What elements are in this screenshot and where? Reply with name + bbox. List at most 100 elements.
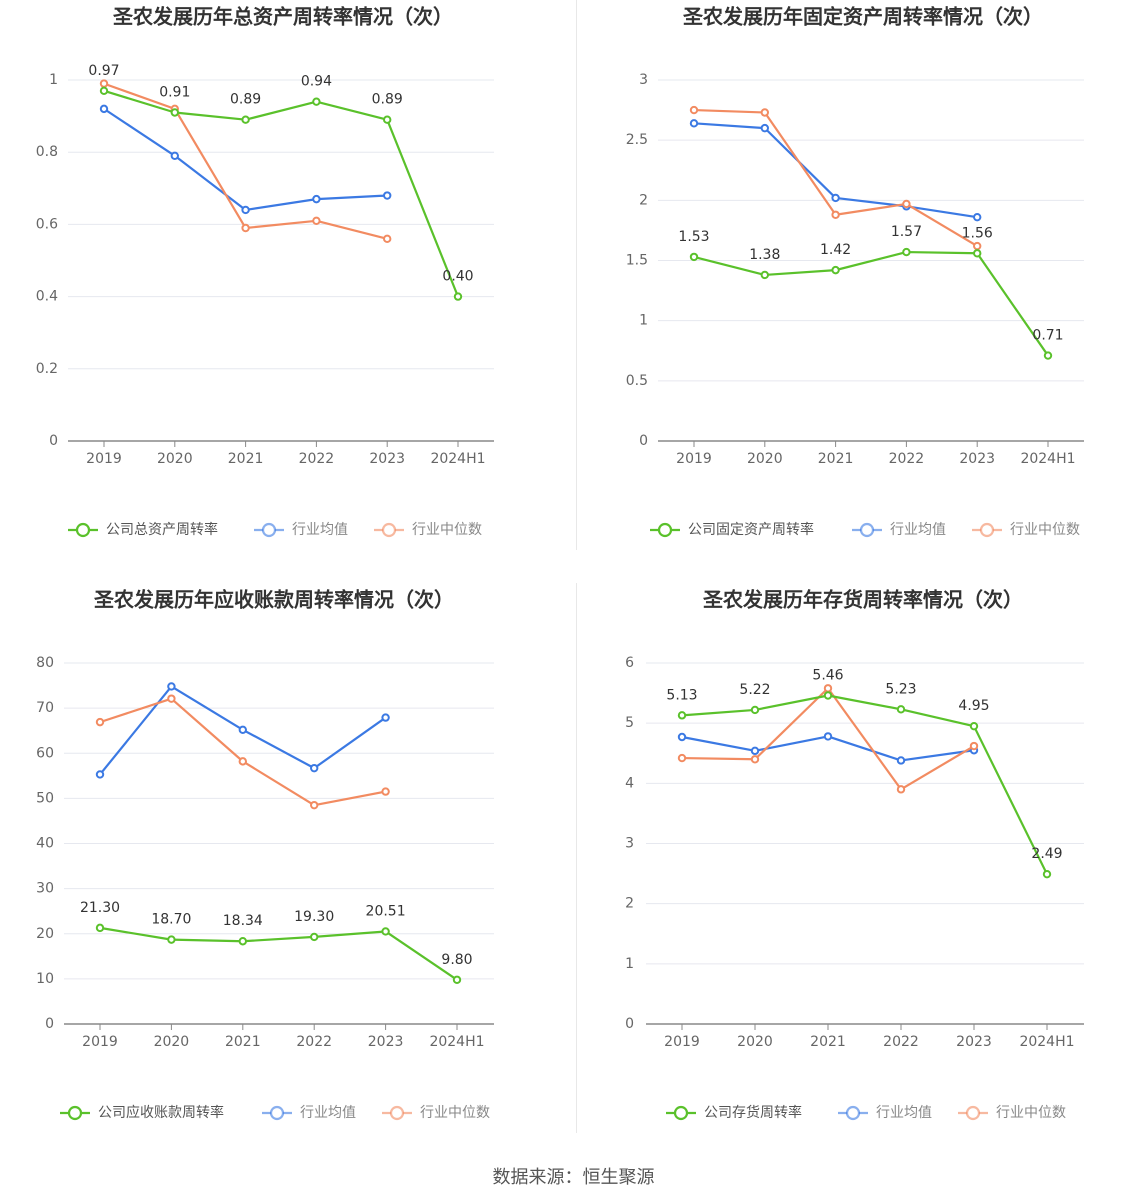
legend-marker — [673, 1105, 689, 1121]
legend-item-median[interactable]: 行业中位数 — [374, 522, 482, 538]
data-point-company[interactable] — [831, 265, 840, 275]
data-point-company[interactable] — [95, 923, 105, 933]
data-point-company[interactable] — [312, 97, 321, 106]
y-tick-label: 1 — [49, 72, 58, 88]
data-point-median[interactable] — [760, 108, 770, 117]
data-point-avg[interactable] — [973, 212, 982, 222]
data-label: 1.38 — [749, 247, 780, 263]
data-point-avg[interactable] — [823, 732, 833, 741]
data-label: 0.89 — [230, 92, 261, 108]
y-tick-label: 70 — [36, 700, 54, 716]
x-tick-label: 2019 — [82, 1034, 118, 1050]
data-point-company[interactable] — [381, 927, 390, 936]
data-point-company[interactable] — [1042, 869, 1052, 879]
data-point-company[interactable] — [750, 705, 760, 715]
x-tick-label: 2019 — [664, 1034, 700, 1050]
legend-label: 行业中位数 — [1010, 522, 1080, 538]
legend-marker — [269, 1105, 285, 1121]
data-point-company[interactable] — [902, 247, 911, 257]
legend-item-company[interactable]: 公司固定资产周转率 — [650, 521, 814, 538]
y-tick-label: 3 — [625, 836, 634, 852]
data-point-median[interactable] — [831, 210, 840, 219]
legend-item-avg[interactable]: 行业均值 — [262, 1105, 356, 1121]
data-point-avg[interactable] — [241, 205, 250, 215]
data-point-company[interactable] — [973, 249, 982, 258]
data-point-company[interactable] — [383, 115, 392, 124]
data-label: 0.91 — [159, 84, 190, 100]
data-point-avg[interactable] — [381, 713, 390, 722]
data-point-avg[interactable] — [312, 194, 321, 204]
data-point-median[interactable] — [167, 694, 176, 703]
data-point-avg[interactable] — [95, 770, 105, 779]
legend-item-median[interactable]: 行业中位数 — [382, 1105, 490, 1121]
data-label: 0.40 — [442, 269, 473, 285]
data-point-avg[interactable] — [689, 119, 699, 128]
data-label: 5.46 — [812, 667, 843, 683]
legend-item-median[interactable]: 行业中位数 — [972, 522, 1080, 538]
legend-label: 公司应收账款周转率 — [98, 1104, 224, 1121]
x-tick-label: 2020 — [157, 451, 193, 467]
legend-item-company[interactable]: 公司总资产周转率 — [68, 521, 218, 538]
legend-label: 公司总资产周转率 — [106, 521, 218, 538]
data-point-company[interactable] — [453, 292, 463, 301]
legend-item-company[interactable]: 公司应收账款周转率 — [60, 1104, 224, 1121]
data-point-avg[interactable] — [750, 746, 760, 756]
data-point-avg[interactable] — [760, 123, 770, 133]
data-point-company[interactable] — [760, 270, 770, 280]
data-point-company[interactable] — [452, 975, 462, 984]
data-point-company[interactable] — [310, 932, 319, 942]
legend-item-avg[interactable]: 行业均值 — [838, 1105, 932, 1121]
data-point-median[interactable] — [750, 755, 760, 764]
x-tick-label: 2021 — [225, 1034, 261, 1050]
data-point-avg[interactable] — [831, 193, 840, 203]
chart-panel-receivables: 圣农发展历年应收账款周转率情况（次） 0 10 20 30 40 50 60 70 80 2019 2… — [0, 583, 573, 1166]
data-point-company[interactable] — [167, 935, 176, 944]
data-point-median[interactable] — [677, 753, 687, 763]
legend-label: 公司固定资产周转率 — [688, 521, 814, 538]
y-tick-label: 1 — [639, 313, 648, 329]
data-point-median[interactable] — [99, 79, 109, 88]
data-point-median[interactable] — [95, 717, 105, 727]
data-point-avg[interactable] — [170, 151, 180, 161]
legend-item-avg[interactable]: 行业均值 — [254, 522, 348, 538]
legend-item-median[interactable]: 行业中位数 — [958, 1105, 1066, 1121]
data-point-avg[interactable] — [677, 732, 687, 742]
data-point-company[interactable] — [241, 115, 250, 124]
legend-item-avg[interactable]: 行业均值 — [852, 522, 946, 538]
data-point-avg[interactable] — [383, 191, 392, 200]
data-label: 18.34 — [223, 913, 263, 929]
data-point-company[interactable] — [170, 108, 180, 117]
data-point-median[interactable] — [973, 241, 982, 251]
x-tick-label: 2021 — [810, 1034, 846, 1050]
data-point-company[interactable] — [689, 252, 699, 262]
chart-receivables: 圣农发展历年应收账款周转率情况（次） 0 10 20 30 40 50 60 70 80 2019 2… — [36, 588, 494, 1121]
data-point-median[interactable] — [241, 223, 250, 233]
legend-marker — [75, 522, 91, 538]
data-point-company[interactable] — [238, 937, 248, 946]
data-point-avg[interactable] — [99, 104, 109, 114]
legend-item-company[interactable]: 公司存货周转率 — [666, 1104, 802, 1121]
data-point-median[interactable] — [383, 234, 392, 244]
y-tick-label: 0.5 — [626, 373, 648, 389]
data-point-median[interactable] — [969, 741, 979, 751]
data-point-company[interactable] — [677, 711, 687, 720]
data-point-avg[interactable] — [238, 725, 248, 734]
data-point-avg[interactable] — [310, 763, 319, 773]
data-point-company[interactable] — [1043, 351, 1053, 360]
data-point-median[interactable] — [902, 199, 911, 209]
data-point-company[interactable] — [99, 86, 109, 96]
data-point-company[interactable] — [823, 691, 833, 700]
data-point-median[interactable] — [238, 757, 248, 766]
data-point-median[interactable] — [381, 787, 390, 796]
data-point-avg[interactable] — [167, 682, 176, 691]
data-point-median[interactable] — [310, 800, 319, 810]
data-point-company[interactable] — [896, 705, 906, 714]
data-point-median[interactable] — [312, 216, 321, 225]
data-point-median[interactable] — [689, 105, 699, 115]
legend-label: 行业中位数 — [996, 1105, 1066, 1121]
data-point-median[interactable] — [896, 785, 906, 794]
data-point-company[interactable] — [969, 721, 979, 731]
data-point-avg[interactable] — [896, 756, 906, 765]
data-point-median[interactable] — [823, 684, 833, 693]
legend-marker — [389, 1105, 405, 1121]
